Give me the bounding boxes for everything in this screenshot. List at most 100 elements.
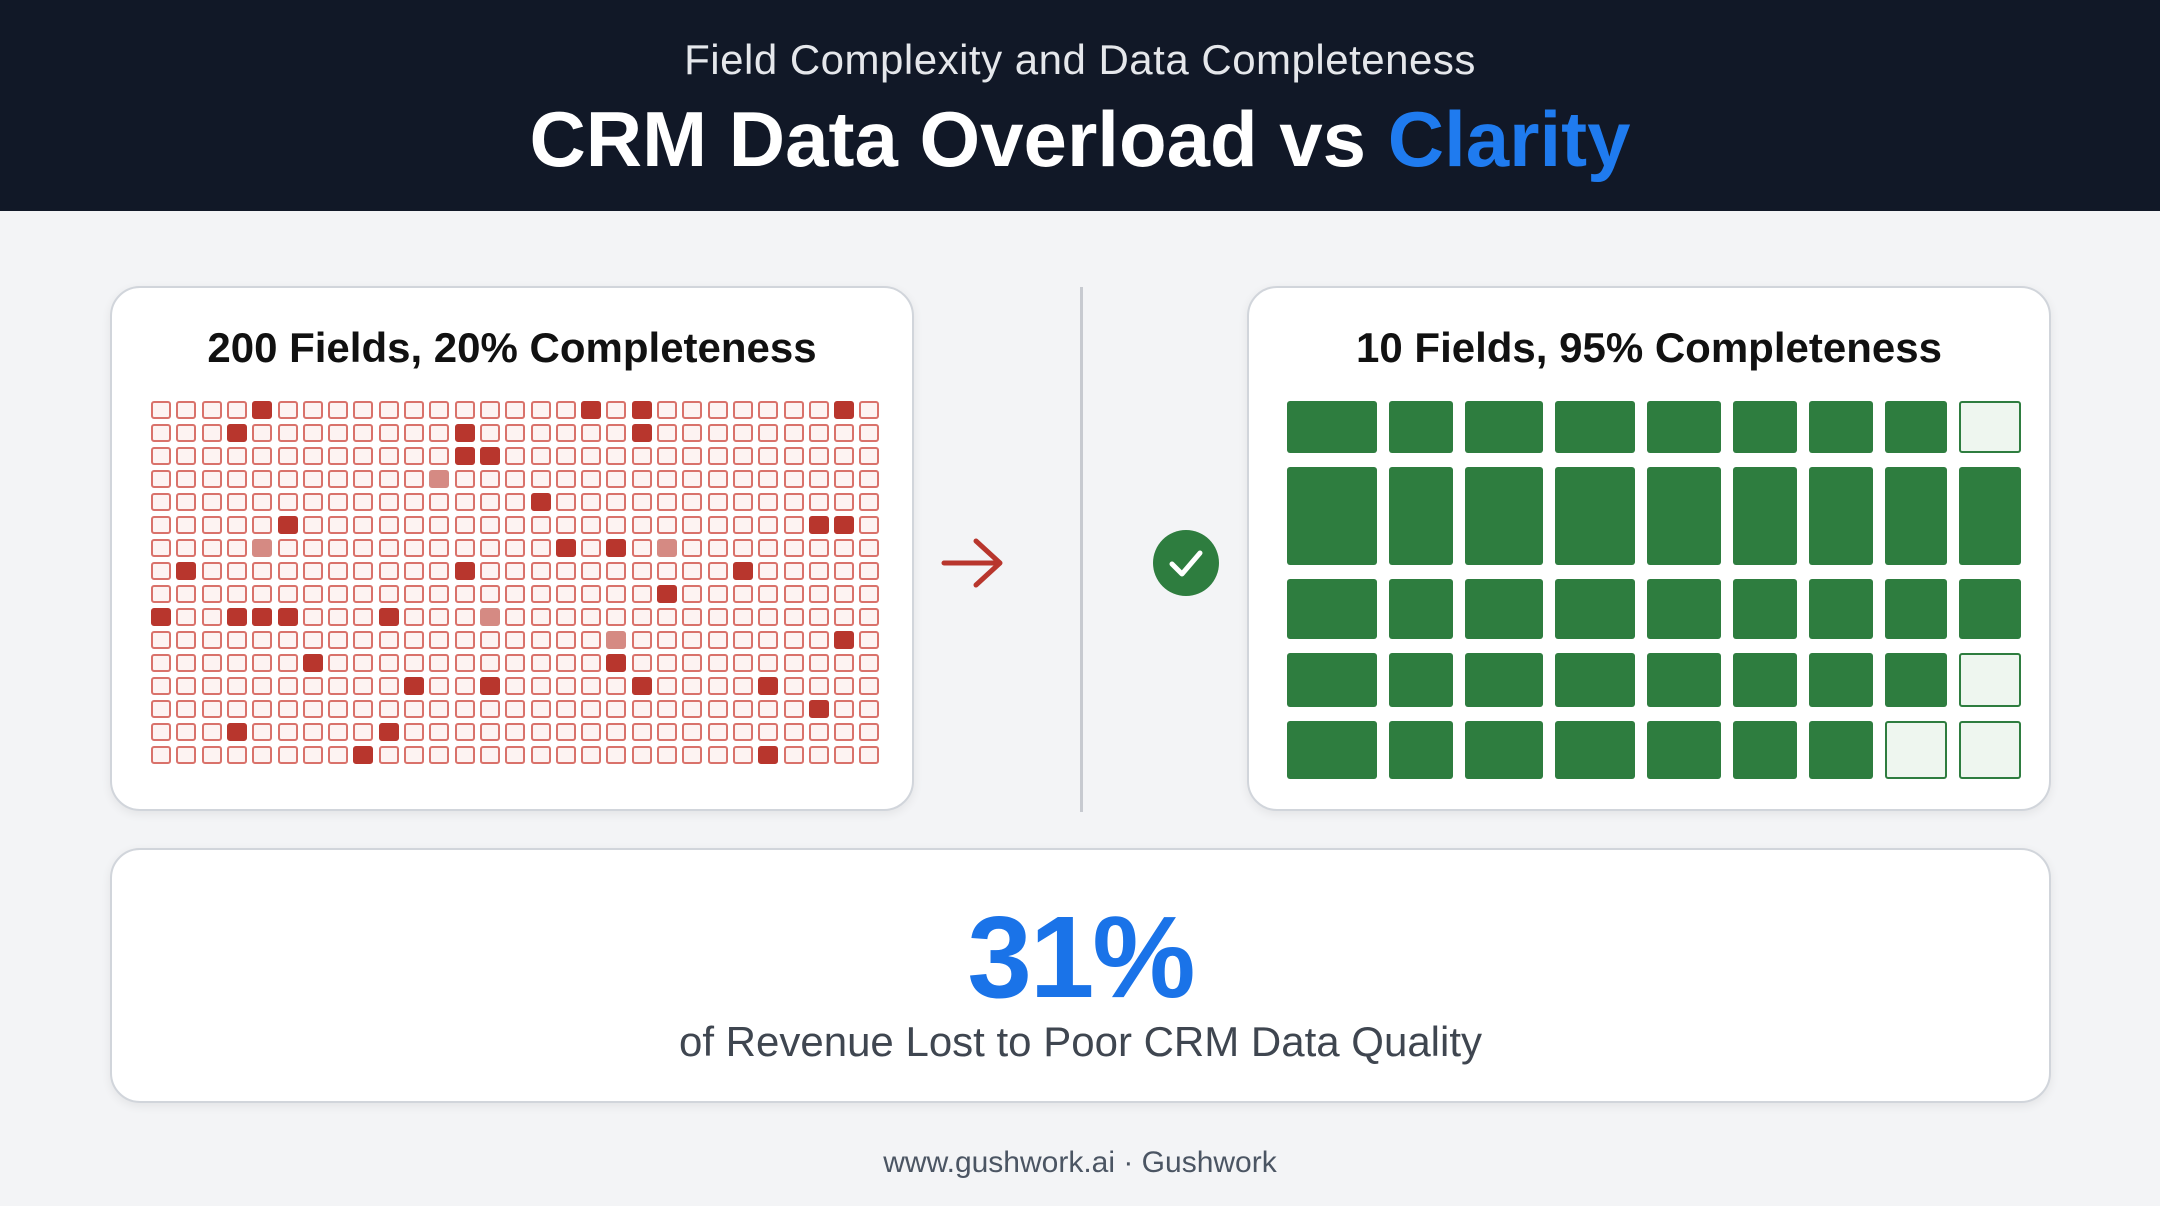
field-block — [1465, 467, 1543, 565]
field-cell — [707, 700, 728, 718]
field-cell — [328, 470, 349, 488]
field-cell — [454, 700, 475, 718]
field-cell — [732, 539, 753, 557]
field-cell — [378, 677, 399, 695]
field-cell — [555, 677, 576, 695]
field-cell — [581, 654, 602, 672]
field-cell — [530, 516, 551, 534]
field-cell — [606, 677, 627, 695]
field-cell — [378, 700, 399, 718]
field-cell — [783, 723, 804, 741]
field-cell — [328, 447, 349, 465]
field-cell — [834, 585, 855, 603]
field-cell — [758, 631, 779, 649]
field-cell — [682, 516, 703, 534]
field-cell — [732, 585, 753, 603]
field-cell — [581, 723, 602, 741]
field-cell — [226, 447, 247, 465]
field-cell — [783, 516, 804, 534]
field-cell — [353, 562, 374, 580]
field-block — [1465, 721, 1543, 779]
field-cell — [606, 608, 627, 626]
field-cell — [226, 631, 247, 649]
field-block — [1733, 467, 1797, 565]
field-cell — [454, 631, 475, 649]
field-cell — [555, 631, 576, 649]
field-cell — [859, 562, 880, 580]
field-block — [1647, 467, 1721, 565]
field-cell — [201, 700, 222, 718]
field-cell — [555, 700, 576, 718]
arrow-right-icon — [941, 538, 1003, 588]
field-cell — [758, 700, 779, 718]
field-cell — [151, 470, 171, 488]
field-cell — [758, 562, 779, 580]
field-cell — [530, 447, 551, 465]
field-cell — [277, 746, 298, 764]
field-cell — [682, 654, 703, 672]
field-cell — [783, 677, 804, 695]
field-cell — [277, 424, 298, 442]
field-cell — [404, 700, 424, 718]
field-cell — [657, 723, 677, 741]
field-cell — [505, 746, 526, 764]
field-cell — [302, 608, 323, 626]
field-cell — [606, 401, 627, 419]
field-cell — [151, 493, 171, 511]
field-cell — [201, 401, 222, 419]
field-cell — [657, 493, 677, 511]
field-cell — [808, 723, 829, 741]
field-cell — [859, 516, 880, 534]
field-cell — [707, 516, 728, 534]
field-cell — [429, 746, 450, 764]
field-cell — [201, 516, 222, 534]
field-cell — [429, 516, 450, 534]
field-cell — [151, 631, 171, 649]
field-cell — [328, 746, 349, 764]
field-cell — [378, 424, 399, 442]
field-cell — [429, 401, 450, 419]
field-cell — [758, 401, 779, 419]
field-cell — [176, 470, 197, 488]
field-cell — [783, 746, 804, 764]
field-cell — [859, 654, 880, 672]
field-cell — [758, 516, 779, 534]
field-cell — [479, 516, 500, 534]
field-cell — [277, 493, 298, 511]
field-cell — [657, 539, 677, 557]
field-cell — [530, 562, 551, 580]
clarity-card-title: 10 Fields, 95% Completeness — [1356, 324, 1942, 371]
field-block — [1809, 579, 1873, 639]
field-cell — [808, 654, 829, 672]
field-cell — [859, 470, 880, 488]
field-cell — [581, 424, 602, 442]
field-cell — [151, 723, 171, 741]
field-cell — [328, 424, 349, 442]
field-cell — [631, 631, 652, 649]
field-cell — [479, 470, 500, 488]
field-cell — [328, 631, 349, 649]
field-cell — [657, 424, 677, 442]
field-cell — [353, 470, 374, 488]
field-cell — [378, 723, 399, 741]
field-cell — [252, 677, 273, 695]
field-cell — [353, 723, 374, 741]
field-cell — [783, 608, 804, 626]
field-cell — [505, 424, 526, 442]
header: Field Complexity and Data Completeness C… — [0, 0, 2160, 211]
field-cell — [834, 631, 855, 649]
field-cell — [606, 539, 627, 557]
field-cell — [176, 723, 197, 741]
header-title-accent: Clarity — [1387, 95, 1631, 183]
field-cell — [302, 562, 323, 580]
field-cell — [732, 654, 753, 672]
field-cell — [834, 424, 855, 442]
field-cell — [176, 424, 197, 442]
field-block — [1287, 467, 1377, 565]
field-cell — [732, 608, 753, 626]
field-cell — [732, 424, 753, 442]
field-cell — [606, 631, 627, 649]
field-cell — [581, 516, 602, 534]
field-cell — [606, 654, 627, 672]
field-cell — [631, 470, 652, 488]
